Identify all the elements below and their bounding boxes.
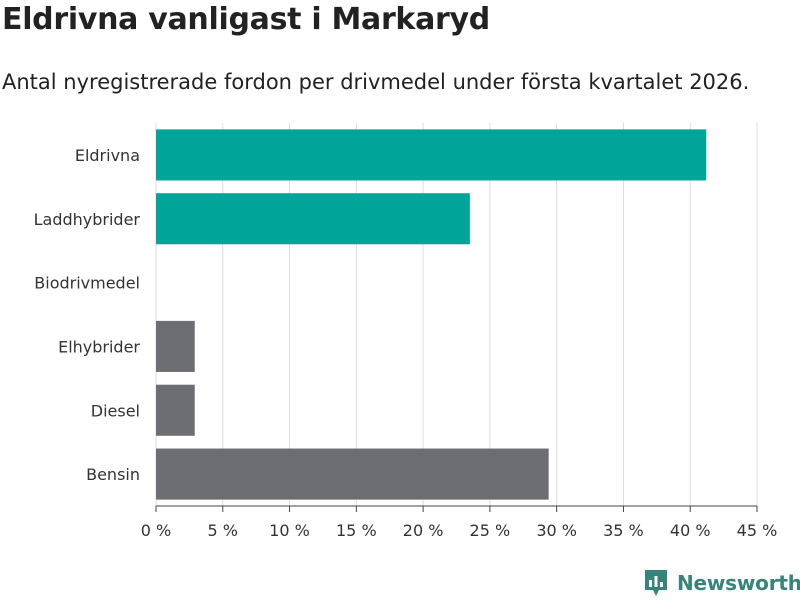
bar bbox=[156, 448, 549, 500]
chart-title: Eldrivna vanligast i Markaryd bbox=[2, 2, 490, 37]
x-tick-label: 40 % bbox=[670, 521, 711, 540]
x-tick-label: 20 % bbox=[403, 521, 444, 540]
x-tick-label: 15 % bbox=[336, 521, 377, 540]
x-tick-label: 10 % bbox=[269, 521, 310, 540]
chart-subtitle: Antal nyregistrerade fordon per drivmede… bbox=[2, 70, 750, 94]
x-tick-label: 25 % bbox=[470, 521, 511, 540]
x-tick-label: 0 % bbox=[141, 521, 171, 540]
category-label: Elhybrider bbox=[58, 337, 140, 356]
newsworthy-logo: Newsworthy bbox=[643, 568, 800, 598]
x-tick-label: 30 % bbox=[536, 521, 577, 540]
x-tick-label: 5 % bbox=[208, 521, 238, 540]
category-label: Biodrivmedel bbox=[34, 274, 140, 293]
category-label: Eldrivna bbox=[75, 146, 140, 165]
newsworthy-logo-text: Newsworthy bbox=[677, 571, 800, 595]
category-label: Bensin bbox=[86, 465, 140, 484]
x-tick-label: 35 % bbox=[603, 521, 644, 540]
newsworthy-logo-icon bbox=[645, 570, 667, 596]
bar bbox=[156, 129, 707, 181]
bar bbox=[156, 320, 195, 372]
category-label: Laddhybrider bbox=[34, 210, 141, 229]
x-tick-label: 45 % bbox=[737, 521, 778, 540]
bar bbox=[156, 193, 470, 245]
category-label: Diesel bbox=[91, 401, 140, 420]
bar bbox=[156, 384, 195, 436]
